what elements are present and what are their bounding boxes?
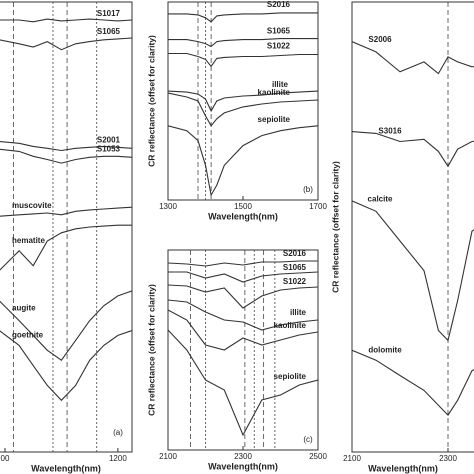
spectrum-line <box>168 90 318 113</box>
spectrum-line <box>168 38 318 48</box>
series-label: kaolinite <box>274 321 307 330</box>
spectrum-line <box>168 271 318 283</box>
x-tick-label: 2500 <box>309 452 327 461</box>
spectrum-line <box>0 18 132 23</box>
plot-area <box>168 2 318 200</box>
series-label: S1022 <box>267 42 291 51</box>
series-label: S3016 <box>378 127 402 136</box>
series-label: S1065 <box>97 27 121 36</box>
spectrum-line <box>168 260 318 267</box>
x-tick-label: 1300 <box>159 202 177 211</box>
series-label: S1065 <box>283 263 307 272</box>
spectrum-line <box>168 284 318 309</box>
x-axis-label: Wavelength(nm) <box>31 463 101 473</box>
series-label: calcite <box>368 194 393 203</box>
series-label: kaolinite <box>258 88 291 97</box>
x-tick-label: 1200 <box>109 454 127 463</box>
series-label: hematite <box>12 236 45 245</box>
series-label: S1017 <box>97 9 121 18</box>
x-tick-label: 1500 <box>234 202 252 211</box>
spectrum-line <box>352 131 474 168</box>
series-label: S2001 <box>97 135 121 144</box>
spectrum-line <box>0 141 132 152</box>
panel: 00 1200 Wavelength(nm) (a) S1017 S1065 S2001S1… <box>0 1 133 473</box>
plot-area <box>352 2 474 452</box>
x-tick-label: 2100 <box>343 454 361 463</box>
plot-frame <box>351 1 474 453</box>
spectrum-line <box>0 148 132 164</box>
panel-label: (a) <box>113 428 123 437</box>
series-label: illite <box>290 308 307 317</box>
x-tick-label: 1700 <box>309 202 327 211</box>
spectrum-line <box>0 224 132 271</box>
series-label: S2016 <box>267 0 291 9</box>
spectrum-line <box>168 92 318 127</box>
y-axis-label: CR reflectance (offset for clarity) <box>146 284 156 416</box>
spectrum-line <box>352 41 474 75</box>
plot-area <box>168 250 318 450</box>
spectrum-line <box>0 37 132 51</box>
series-label: muscovite <box>12 201 52 210</box>
spectrum-line <box>168 52 318 68</box>
series-label: S1065 <box>267 27 291 36</box>
spectrum-line <box>352 200 474 342</box>
series-label: S2006 <box>368 35 392 44</box>
x-axis-label: Wavelength(nm) <box>208 461 278 471</box>
spectrum-line <box>0 206 132 217</box>
spectrum-line <box>168 125 318 197</box>
y-axis-label: CR reflectance (offset for clarity) <box>146 35 156 167</box>
panel-label: (c) <box>303 435 313 444</box>
spectrum-line <box>0 290 132 361</box>
x-tick-label: 2300 <box>439 454 457 463</box>
series-label: sepiolite <box>274 372 307 381</box>
x-tick-label: 00 <box>1 454 10 463</box>
series-label: S2016 <box>283 249 307 258</box>
spectrum-line <box>352 349 474 416</box>
spectrum-line <box>168 329 318 437</box>
x-tick-label: 2100 <box>159 452 177 461</box>
spectrum-line <box>168 299 318 331</box>
x-axis-label: Wavelength(nm) <box>208 211 278 221</box>
plot-frame <box>0 1 133 453</box>
spectrum-line <box>0 329 132 402</box>
series-label: illite <box>272 80 289 89</box>
panel-label: (b) <box>303 185 313 194</box>
panel: 1300 1500 1700 Wavelength(nm) CR reflectance… <box>146 0 327 221</box>
spectrum-line <box>168 309 318 351</box>
panel: 2100 2300 2500 Wavelength(nm) CR reflectance… <box>146 249 327 471</box>
series-label: S1022 <box>283 277 307 286</box>
series-label: dolomite <box>368 345 402 354</box>
plot-area <box>0 2 132 452</box>
y-axis-label: CR reflectance (offset for clarity) <box>330 161 340 293</box>
series-label: augite <box>12 304 36 313</box>
series-label: S1053 <box>97 144 121 153</box>
x-tick-label: 2300 <box>234 452 252 461</box>
series-label: goethite <box>12 330 44 339</box>
x-axis-label: Wavelength(nm) <box>368 463 438 473</box>
series-label: sepiolite <box>258 115 291 124</box>
spectrum-line <box>168 12 318 23</box>
